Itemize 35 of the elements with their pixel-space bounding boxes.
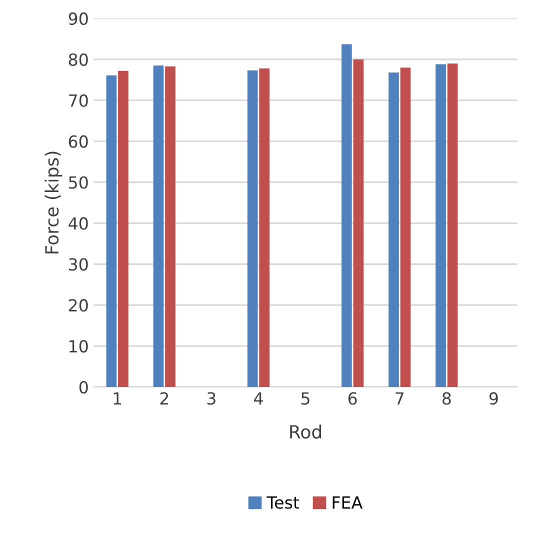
y-tick-label: 20 bbox=[68, 299, 88, 312]
y-tick-label: 50 bbox=[69, 176, 88, 189]
x-axis-title: Rod bbox=[290, 424, 321, 439]
bar bbox=[259, 68, 270, 387]
x-tick-label: 2 bbox=[160, 392, 168, 405]
y-axis-title: Force (kips) bbox=[44, 152, 62, 254]
bar bbox=[247, 70, 258, 387]
y-tick-label: 0 bbox=[79, 380, 88, 394]
legend-label: FEA bbox=[332, 496, 363, 509]
bar bbox=[400, 68, 411, 387]
bar bbox=[447, 63, 458, 387]
x-tick-label: 7 bbox=[396, 392, 404, 405]
x-tick-label: 6 bbox=[348, 392, 357, 405]
y-tick-label: 60 bbox=[68, 135, 88, 148]
x-tick-label: 9 bbox=[489, 392, 498, 405]
bar bbox=[353, 59, 364, 387]
x-tick-label: 5 bbox=[302, 392, 310, 405]
y-tick-label: 30 bbox=[69, 258, 88, 271]
y-tick-label: 80 bbox=[68, 53, 88, 66]
y-tick-label: 40 bbox=[68, 217, 88, 230]
bar bbox=[153, 66, 164, 387]
bar bbox=[436, 64, 446, 387]
bar bbox=[165, 66, 176, 387]
x-tick-label: 1 bbox=[114, 392, 122, 405]
x-tick-label: 4 bbox=[254, 392, 263, 405]
legend-label: Test bbox=[266, 496, 300, 509]
y-tick-label: 90 bbox=[68, 12, 88, 25]
y-tick-label: 10 bbox=[70, 340, 88, 353]
y-tick-label: 70 bbox=[69, 94, 88, 107]
bar bbox=[118, 70, 128, 387]
x-tick-label: 8 bbox=[442, 392, 451, 405]
x-tick-label: 3 bbox=[207, 392, 216, 405]
bar bbox=[342, 44, 352, 387]
bar bbox=[388, 72, 399, 387]
bar bbox=[106, 75, 117, 387]
